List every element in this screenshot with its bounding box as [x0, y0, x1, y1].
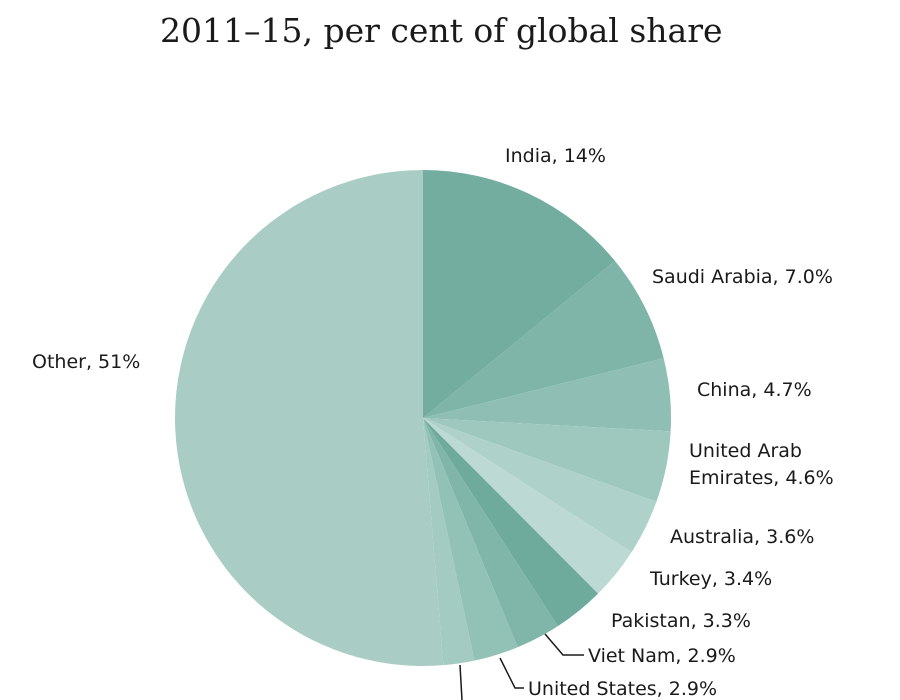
- slice-label-8: United States, 2.9%: [528, 678, 717, 700]
- leader-lines: [459, 633, 584, 700]
- pie-slice-6: [423, 418, 599, 627]
- slice-label-4: Australia, 3.6%: [670, 526, 814, 548]
- leader-line-8: [499, 657, 524, 689]
- slice-label-0: India, 14%: [505, 145, 606, 167]
- pie-slice-1: [423, 260, 664, 418]
- pie-slice-4: [423, 418, 657, 553]
- pie-slice-2: [423, 358, 671, 432]
- slice-label-6: Pakistan, 3.3%: [611, 610, 751, 632]
- chart-title: 2011–15, per cent of global share: [160, 11, 723, 50]
- slice-labels: India, 14% Saudi Arabia, 7.0% China, 4.7% U…: [32, 145, 834, 700]
- leader-line-9: [459, 664, 463, 700]
- slice-label-1: Saudi Arabia, 7.0%: [652, 266, 833, 288]
- slice-label-7: Viet Nam, 2.9%: [588, 645, 736, 667]
- slice-label-2: China, 4.7%: [697, 379, 812, 401]
- pie-slices: [174, 170, 671, 667]
- slice-label-5: Turkey, 3.4%: [649, 568, 772, 590]
- slice-label-3: United Arab Emirates, 4.6%: [689, 440, 834, 489]
- pie-slice-5: [423, 418, 632, 594]
- pie-slice-0: [423, 170, 615, 418]
- pie-slice-10: [174, 170, 444, 667]
- pie-slice-3: [423, 418, 671, 502]
- pie-slice-8: [423, 418, 518, 661]
- pie-slice-9: [423, 418, 475, 666]
- slice-label-10: Other, 51%: [32, 351, 140, 373]
- pie-slice-7: [423, 418, 558, 648]
- leader-line-7: [544, 633, 584, 656]
